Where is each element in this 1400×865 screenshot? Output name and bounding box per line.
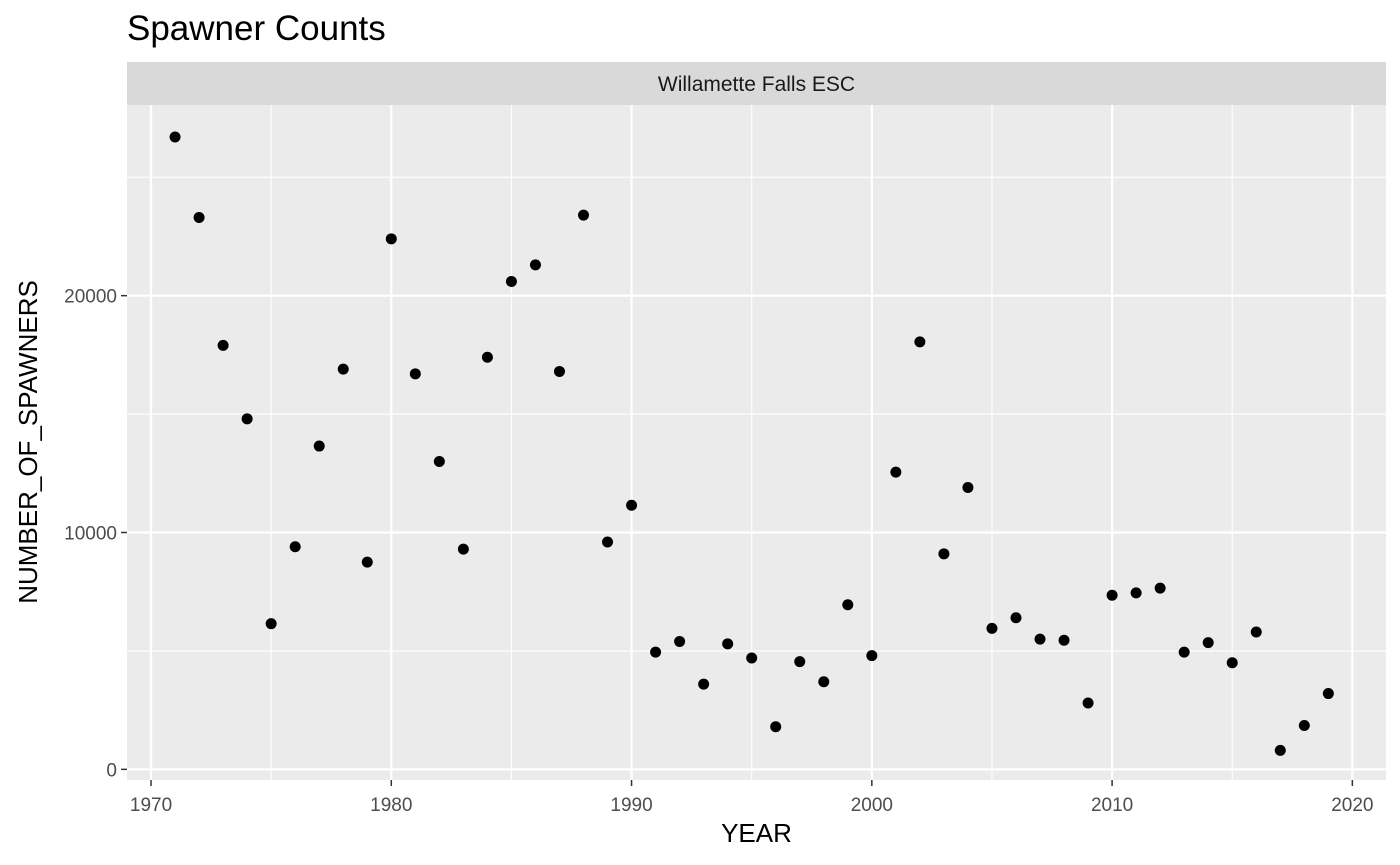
- data-point: [938, 548, 950, 560]
- data-point: [409, 368, 421, 380]
- data-point: [698, 678, 710, 690]
- x-tick-label: 2020: [1331, 795, 1373, 816]
- data-point: [433, 455, 445, 467]
- data-point: [818, 676, 830, 688]
- data-point: [962, 482, 974, 493]
- data-point: [842, 599, 854, 611]
- x-tick-label: 2010: [1091, 795, 1133, 816]
- minor-gridlines: [127, 105, 1386, 780]
- data-point: [193, 212, 205, 223]
- data-point: [361, 556, 373, 568]
- data-point: [529, 259, 541, 271]
- data-point: [1058, 634, 1070, 646]
- data-point: [481, 351, 493, 363]
- data-point: [770, 721, 782, 733]
- facet-strip: [127, 62, 1386, 105]
- x-axis-title: YEAR: [721, 818, 792, 848]
- data-point: [1322, 688, 1334, 700]
- data-points: [169, 131, 1334, 756]
- data-point: [241, 413, 253, 425]
- data-point: [265, 618, 277, 630]
- data-point: [505, 275, 517, 287]
- data-point: [1034, 633, 1046, 645]
- y-tick-label: 10000: [64, 524, 117, 545]
- data-point: [1274, 744, 1286, 756]
- y-axis: 0 10000 20000: [64, 287, 127, 781]
- data-point: [553, 365, 565, 377]
- data-point: [1010, 612, 1022, 624]
- data-point: [578, 209, 590, 221]
- data-point: [914, 336, 926, 348]
- data-point: [1178, 646, 1190, 658]
- facet-label: Willamette Falls ESC: [658, 73, 855, 96]
- data-point: [337, 363, 349, 375]
- data-point: [602, 536, 614, 548]
- data-point: [794, 656, 806, 668]
- data-point: [986, 622, 998, 634]
- data-point: [650, 646, 662, 658]
- y-tick-label: 0: [106, 760, 117, 781]
- x-axis: 1970 1980 1990 2000 2010 2020: [130, 780, 1374, 816]
- data-point: [1082, 697, 1094, 709]
- data-point: [626, 499, 638, 511]
- x-tick-label: 1980: [370, 795, 412, 816]
- plot-panel: [127, 105, 1386, 780]
- data-point: [457, 543, 469, 555]
- major-gridlines: [127, 105, 1386, 780]
- data-point: [313, 440, 325, 452]
- data-point: [1202, 637, 1214, 649]
- data-point: [217, 339, 229, 351]
- data-point: [674, 635, 686, 647]
- data-point: [1106, 589, 1118, 601]
- data-point: [1154, 582, 1166, 594]
- chart-title: Spawner Counts: [127, 9, 386, 48]
- data-point: [866, 650, 878, 662]
- data-point: [890, 466, 902, 478]
- x-tick-label: 2000: [851, 795, 893, 816]
- data-point: [289, 541, 301, 553]
- data-point: [1298, 720, 1310, 732]
- data-point: [1250, 626, 1262, 638]
- data-point: [722, 638, 734, 650]
- y-tick-label: 20000: [64, 287, 117, 308]
- x-tick-label: 1970: [130, 795, 172, 816]
- x-tick-label: 1990: [610, 795, 652, 816]
- data-point: [746, 652, 758, 664]
- data-point: [385, 233, 397, 245]
- y-axis-title: NUMBER_OF_SPAWNERS: [13, 280, 43, 604]
- data-point: [169, 131, 181, 143]
- data-point: [1130, 587, 1142, 599]
- data-point: [1226, 657, 1238, 669]
